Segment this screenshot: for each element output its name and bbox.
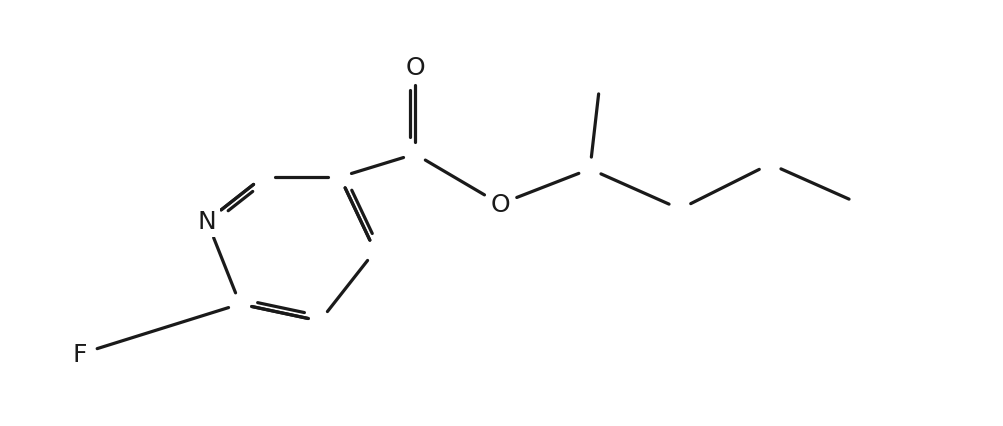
Text: F: F: [72, 342, 87, 366]
Text: N: N: [198, 210, 217, 233]
Text: O: O: [489, 193, 510, 216]
Text: O: O: [405, 56, 424, 80]
